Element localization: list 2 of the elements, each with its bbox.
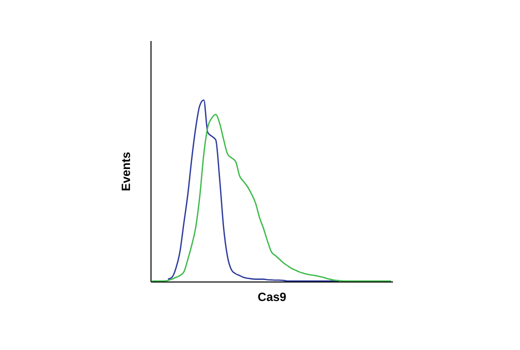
y-axis-title: Events (119, 152, 133, 192)
x-axis-title: Cas9 (258, 290, 287, 304)
